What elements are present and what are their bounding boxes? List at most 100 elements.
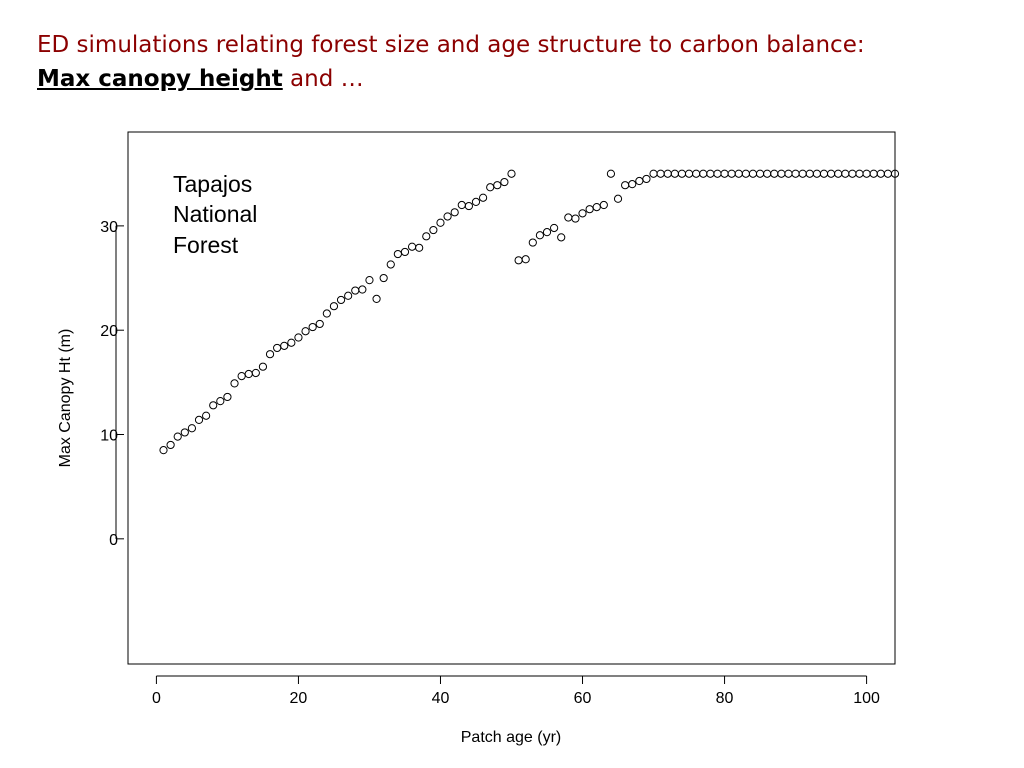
data-point: [734, 169, 743, 178]
data-point: [471, 197, 481, 206]
x-tick-label: 100: [853, 690, 880, 707]
data-point: [209, 401, 218, 410]
data-point: [237, 371, 246, 381]
data-point: [535, 231, 545, 240]
data-point: [194, 415, 204, 425]
data-point: [599, 200, 608, 210]
data-point: [521, 255, 530, 264]
data-point: [507, 169, 516, 178]
data-point: [869, 169, 878, 178]
data-point: [329, 302, 339, 311]
data-point: [677, 169, 687, 178]
data-point: [642, 174, 651, 184]
data-point: [628, 180, 637, 189]
data-point: [784, 169, 793, 178]
data-point: [706, 169, 715, 178]
data-point: [393, 249, 402, 259]
data-point: [351, 286, 360, 295]
data-point: [386, 260, 395, 269]
slide-title-emphasis: Max canopy height: [37, 66, 283, 92]
data-point: [173, 432, 182, 441]
data-point: [436, 218, 445, 227]
data-point: [400, 247, 410, 257]
data-point: [670, 169, 679, 178]
x-tick-label: 80: [716, 690, 734, 707]
x-tick-label: 60: [574, 690, 592, 707]
data-point: [606, 169, 616, 178]
data-point: [656, 169, 665, 178]
data-point: [464, 201, 473, 211]
data-point: [358, 285, 367, 294]
data-point: [273, 343, 282, 353]
data-point: [649, 169, 658, 178]
data-point: [230, 379, 239, 388]
data-point: [429, 225, 438, 235]
data-point: [805, 169, 814, 178]
data-point: [514, 256, 523, 265]
data-point: [265, 350, 275, 359]
data-point: [365, 276, 374, 285]
data-point: [834, 169, 843, 178]
data-point: [684, 169, 694, 178]
data-point: [379, 273, 388, 283]
annotation-line-2: National: [173, 201, 257, 227]
data-point: [308, 322, 317, 332]
data-point: [336, 295, 346, 305]
data-point: [557, 233, 566, 242]
data-point: [450, 208, 459, 217]
data-point: [251, 368, 260, 378]
data-point: [550, 223, 559, 233]
data-point: [287, 338, 296, 347]
data-point: [564, 213, 573, 222]
y-tick-label: 20: [100, 323, 118, 340]
x-tick-label: 40: [432, 690, 450, 707]
data-point: [322, 309, 331, 318]
data-point: [578, 209, 587, 218]
data-point: [855, 169, 864, 178]
annotation-line-3: Forest: [173, 232, 239, 258]
y-tick-label: 30: [100, 219, 118, 236]
data-point: [621, 181, 630, 190]
data-point: [180, 428, 189, 437]
slide-title-rest: and …: [282, 66, 364, 92]
data-point: [777, 169, 786, 178]
data-point: [500, 177, 509, 187]
data-point: [372, 294, 381, 304]
data-point: [890, 169, 900, 178]
data-point: [478, 193, 488, 202]
data-point: [692, 169, 701, 178]
x-tick-label: 20: [290, 690, 308, 707]
data-point: [812, 169, 821, 178]
data-point: [202, 411, 211, 420]
data-point: [166, 440, 175, 450]
data-point: [294, 333, 303, 342]
y-tick-label: 10: [100, 428, 118, 445]
data-point: [713, 169, 722, 178]
data-point: [528, 238, 537, 247]
data-point: [407, 242, 417, 251]
data-point: [187, 424, 197, 433]
data-point: [748, 169, 758, 178]
slide-title: ED simulations relating forest size and …: [37, 28, 865, 96]
x-axis-label: Patch age (yr): [461, 729, 561, 746]
data-point: [883, 169, 892, 178]
x-tick-label: 0: [152, 690, 161, 707]
slide-title-line1: ED simulations relating forest size and …: [37, 32, 865, 58]
data-point: [422, 232, 431, 241]
data-point: [862, 169, 871, 178]
data-point: [216, 397, 225, 406]
data-point: [258, 362, 268, 371]
data-point: [819, 169, 829, 178]
y-tick-label: 0: [109, 532, 118, 549]
data-point: [663, 169, 672, 178]
data-point: [876, 169, 885, 178]
data-point: [443, 212, 452, 221]
data-point: [457, 200, 466, 210]
chart-annotation: Tapajos National Forest: [173, 171, 257, 258]
data-point: [635, 176, 644, 186]
plot-frame: [127, 131, 896, 665]
data-point: [763, 169, 772, 178]
data-point: [741, 169, 750, 178]
data-point: [344, 291, 353, 300]
data-points: [159, 169, 900, 455]
